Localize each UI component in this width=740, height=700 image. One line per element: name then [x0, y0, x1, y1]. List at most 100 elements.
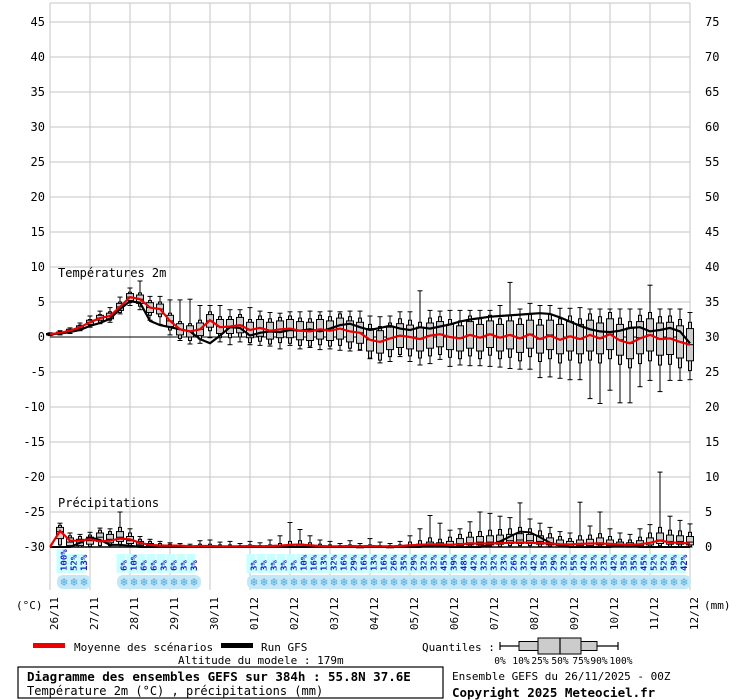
snowflake-icon: ❄: [290, 575, 297, 589]
svg-text:65: 65: [705, 85, 719, 99]
snow-probability-label: 16%: [360, 554, 370, 571]
snow-probability-label: 26%: [390, 554, 400, 571]
snowflake-icon: ❄: [380, 575, 387, 589]
svg-text:35: 35: [31, 85, 45, 99]
snow-probability-label: 39%: [450, 554, 460, 571]
model-altitude-label: Altitude du modele : 179m: [178, 654, 344, 667]
footer: Diagramme des ensembles GEFS sur 384h : …: [17, 666, 671, 700]
svg-text:20: 20: [705, 400, 719, 414]
snowflake-icon: ❄: [520, 575, 527, 589]
snow-probability-label: 42%: [580, 554, 590, 571]
snowflake-icon: ❄: [420, 575, 427, 589]
snow-probability-label: 100%: [60, 549, 70, 571]
svg-text:20: 20: [31, 190, 45, 204]
x-axis-date-label: 12/12: [688, 597, 701, 630]
snowflake-icon: ❄: [650, 575, 657, 589]
svg-text:10: 10: [31, 260, 45, 274]
svg-text:25: 25: [705, 365, 719, 379]
snowflake-icon: ❄: [500, 575, 507, 589]
snowflake-icon: ❄: [350, 575, 357, 589]
snowflake-icon: ❄: [660, 575, 667, 589]
snow-probability-label: 13%: [80, 554, 90, 571]
snowflake-icon: ❄: [190, 575, 197, 589]
svg-text:30: 30: [705, 330, 719, 344]
quantiles-legend: Quantiles : 0% 10% 25% 50% 75% 90% 100%: [422, 637, 633, 667]
snowflake-icon: ❄: [530, 575, 537, 589]
snowflake-icon: ❄: [580, 575, 587, 589]
snowflake-icon: ❄: [570, 575, 577, 589]
snowflake-icon: ❄: [540, 575, 547, 589]
snowflake-icon: ❄: [360, 575, 367, 589]
x-axis-date-label: 11/12: [648, 597, 661, 630]
quantile-tick-25: 25%: [531, 656, 548, 667]
svg-text:15: 15: [31, 225, 45, 239]
snow-probability-label: 23%: [600, 554, 610, 571]
svg-text:5: 5: [705, 505, 712, 519]
svg-text:10: 10: [705, 470, 719, 484]
snow-probability-label: 6%: [170, 560, 180, 571]
snow-probability-label: 42%: [610, 554, 620, 571]
svg-text:45: 45: [31, 15, 45, 29]
snowflake-icon: ❄: [340, 575, 347, 589]
snowflake-icon: ❄: [170, 575, 177, 589]
quantile-tick-75: 75%: [572, 656, 589, 667]
svg-text:-10: -10: [23, 400, 45, 414]
snowflake-icon: ❄: [120, 575, 127, 589]
svg-text:-30: -30: [23, 540, 45, 554]
footer-title-box: [17, 666, 444, 699]
snowflake-icon: ❄: [610, 575, 617, 589]
x-axis-date-label: 10/12: [608, 597, 621, 630]
snowflake-icon: ❄: [400, 575, 407, 589]
snowflake-icon: ❄: [410, 575, 417, 589]
snow-probability-layer: 100%❄52%❄13%❄6%❄10%❄6%❄6%❄3%❄6%❄3%❄3%❄3%…: [56, 549, 691, 589]
snowflake-icon: ❄: [150, 575, 157, 589]
quantile-tick-50: 50%: [551, 656, 568, 667]
snow-probability-label: 3%: [260, 560, 270, 571]
snow-probability-label: 32%: [520, 554, 530, 571]
snow-probability-label: 32%: [420, 554, 430, 571]
snowflake-icon: ❄: [280, 575, 287, 589]
quantile-box-10-25: [518, 641, 539, 651]
svg-text:75: 75: [705, 15, 719, 29]
snow-probability-label: 3%: [180, 560, 190, 571]
run-info: Ensemble GEFS du 26/11/2025 - 00Z: [452, 670, 671, 683]
snowflake-icon: ❄: [330, 575, 337, 589]
quantile-tick-100: 100%: [610, 656, 633, 667]
snow-probability-label: 52%: [70, 554, 80, 571]
snowflake-icon: ❄: [590, 575, 597, 589]
snow-probability-label: 52%: [660, 554, 670, 571]
snowflake-icon: ❄: [140, 575, 147, 589]
snow-probability-label: 52%: [650, 554, 660, 571]
quantile-box-75-90: [580, 641, 598, 651]
snowflake-icon: ❄: [80, 575, 87, 589]
axis-tick-labels: 454035302520151050-5-10-15-20-25-3075706…: [23, 15, 719, 554]
snowflake-icon: ❄: [480, 575, 487, 589]
x-axis-date-label: 03/12: [328, 597, 341, 630]
snow-probability-label: 23%: [500, 554, 510, 571]
mean-line-label: Moyenne des scénarios: [74, 641, 213, 654]
svg-text:15: 15: [705, 435, 719, 449]
snow-probability-label: 48%: [460, 554, 470, 571]
snowflake-icon: ❄: [510, 575, 517, 589]
snowflake-icon: ❄: [370, 575, 377, 589]
snow-probability-label: 32%: [430, 554, 440, 571]
snow-probability-label: 42%: [680, 554, 690, 571]
snowflake-icon: ❄: [440, 575, 447, 589]
snow-probability-label: 6%: [140, 560, 150, 571]
chart-subtitle: Température 2m (°C) , précipitations (mm…: [27, 684, 323, 698]
snow-probability-label: 42%: [530, 554, 540, 571]
svg-text:70: 70: [705, 50, 719, 64]
snow-probability-label: 13%: [370, 554, 380, 571]
snow-probability-label: 16%: [310, 554, 320, 571]
snow-probability-label: 45%: [640, 554, 650, 571]
snowflake-band: [117, 575, 201, 589]
grid-layer: [49, 2, 691, 590]
snowflake-icon: ❄: [450, 575, 457, 589]
snowflake-icon: ❄: [160, 575, 167, 589]
svg-text:-25: -25: [23, 505, 45, 519]
snow-probability-label: 10%: [130, 554, 140, 571]
snow-probability-label: 32%: [480, 554, 490, 571]
snowflake-icon: ❄: [460, 575, 467, 589]
snow-probability-label: 16%: [340, 554, 350, 571]
chart-title: Diagramme des ensembles GEFS sur 384h : …: [27, 669, 411, 684]
